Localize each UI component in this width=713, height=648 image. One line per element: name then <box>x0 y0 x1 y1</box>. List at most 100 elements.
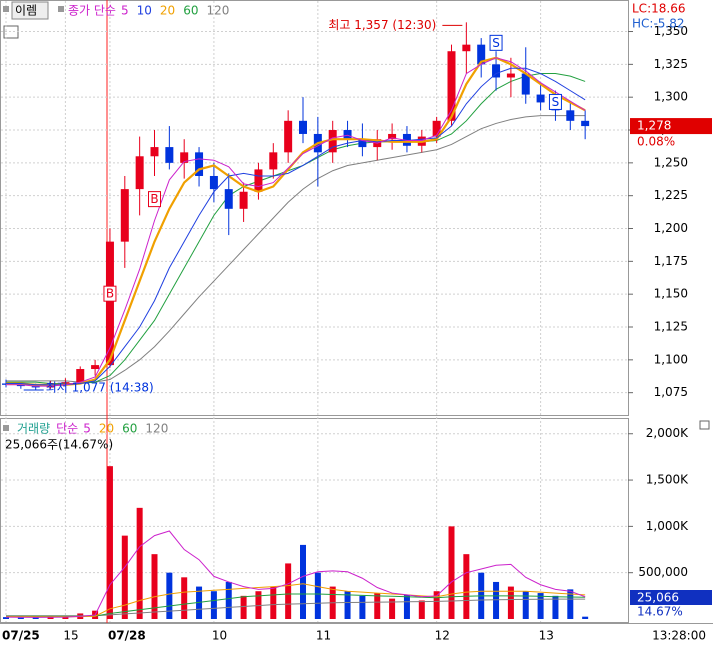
y-tick-label: 1,300 <box>654 90 688 104</box>
volume-bar <box>582 616 589 619</box>
price-tag-label: 1,278 <box>637 119 671 133</box>
y-tick-label: 500,000 <box>638 565 688 579</box>
legend-item: 120 <box>145 422 168 436</box>
ma-line <box>6 598 586 617</box>
price-tag <box>630 118 712 135</box>
volume-bar <box>507 586 514 619</box>
ma-line <box>5 530 586 618</box>
legend-icon <box>3 425 9 431</box>
legend-icon <box>3 6 9 12</box>
candle-body <box>402 133 411 146</box>
stock-name: 이렘 <box>15 4 37 18</box>
ma-line <box>6 583 586 618</box>
y-tick-label: 1,500K <box>646 473 689 487</box>
price-panel <box>0 0 629 416</box>
y-tick-label: 1,075 <box>654 385 688 399</box>
candle-body <box>343 130 352 140</box>
candle-body <box>536 94 545 103</box>
candle-body <box>447 51 456 121</box>
signal-label: S <box>492 36 500 50</box>
volume-bar <box>433 591 440 619</box>
volume-bar <box>493 581 500 619</box>
candle-body <box>239 191 248 209</box>
legend-item: 60 <box>122 422 137 436</box>
candle-body <box>165 147 174 163</box>
volume-bar <box>463 554 470 619</box>
volume-bar <box>166 572 173 619</box>
legend-icon <box>58 6 64 12</box>
candle-body <box>91 365 100 370</box>
candle-body <box>254 169 263 192</box>
time-label: 13:28:00 <box>652 629 706 643</box>
volume-bar <box>136 507 143 619</box>
volume-bar <box>567 589 574 619</box>
volume-bar <box>270 586 277 619</box>
signal-label: B <box>106 287 114 301</box>
candle-body <box>16 384 25 387</box>
candle-body <box>358 139 367 148</box>
volume-ratio: 14.67% <box>637 605 683 619</box>
volume-bar <box>106 466 113 619</box>
volume-bar <box>210 591 217 619</box>
volume-bar <box>181 577 188 619</box>
volume-bar <box>62 616 69 619</box>
low-note: 최저 1,077 (14:38) <box>46 381 154 395</box>
candle-body <box>477 44 486 65</box>
signal-box <box>148 191 161 208</box>
volume-bar <box>3 617 9 619</box>
candle-body <box>120 189 129 242</box>
volume-bar <box>225 581 232 619</box>
y-tick-label: 1,000K <box>646 519 689 533</box>
ma-line <box>6 57 586 387</box>
volume-bar <box>359 595 366 619</box>
y-tick-label: 1,250 <box>654 155 688 169</box>
x-tick-label: 07/25 <box>2 629 40 643</box>
volume-summary: 25,066주(14.67%) <box>5 438 113 452</box>
y-tick-label: 1,125 <box>654 320 688 334</box>
legend-label: 종가 단순 <box>68 4 116 18</box>
signal-box <box>489 34 503 51</box>
candle-body <box>31 386 40 388</box>
y-tick-label: 1,175 <box>654 254 688 268</box>
x-tick-label: 15 <box>63 629 78 643</box>
volume-bar <box>522 591 529 619</box>
legend-item: 20 <box>160 4 175 18</box>
volume-bar <box>151 554 158 619</box>
ma-line <box>6 73 586 384</box>
volume-panel <box>0 418 629 623</box>
candle-body <box>506 73 515 78</box>
volume-bar <box>121 535 128 619</box>
candle-body <box>209 175 218 190</box>
volume-bar <box>344 591 351 619</box>
volume-bar <box>448 526 455 619</box>
candle-body <box>299 120 307 134</box>
volume-bar <box>240 595 247 619</box>
panel-button[interactable] <box>699 420 710 430</box>
candle-body <box>581 120 590 127</box>
ma-line <box>6 115 586 383</box>
volume-bar <box>285 563 292 619</box>
signal-label: B <box>150 192 158 206</box>
volume-bar <box>300 544 306 619</box>
volume-bar <box>418 600 425 619</box>
candle-body <box>150 147 159 157</box>
volume-bar <box>552 595 559 619</box>
candle-body <box>521 73 530 95</box>
volume-bar <box>389 598 396 619</box>
y-tick-label: 2,000K <box>646 426 689 440</box>
candle-body <box>328 130 337 153</box>
candle-body <box>105 241 114 366</box>
legend-item: 20 <box>99 422 114 436</box>
volume-bar <box>537 593 544 619</box>
x-tick-label: 12 <box>435 629 450 643</box>
ma-line <box>6 67 586 386</box>
legend-item: 10 <box>137 4 152 18</box>
signal-box <box>103 285 117 302</box>
high-note: 최고 1,357 (12:30) <box>328 18 436 32</box>
volume-bar <box>403 594 410 619</box>
signal-box <box>548 93 562 110</box>
candle-body <box>432 120 441 137</box>
y-tick-label: 1,325 <box>654 57 688 71</box>
candle-body <box>195 152 204 176</box>
